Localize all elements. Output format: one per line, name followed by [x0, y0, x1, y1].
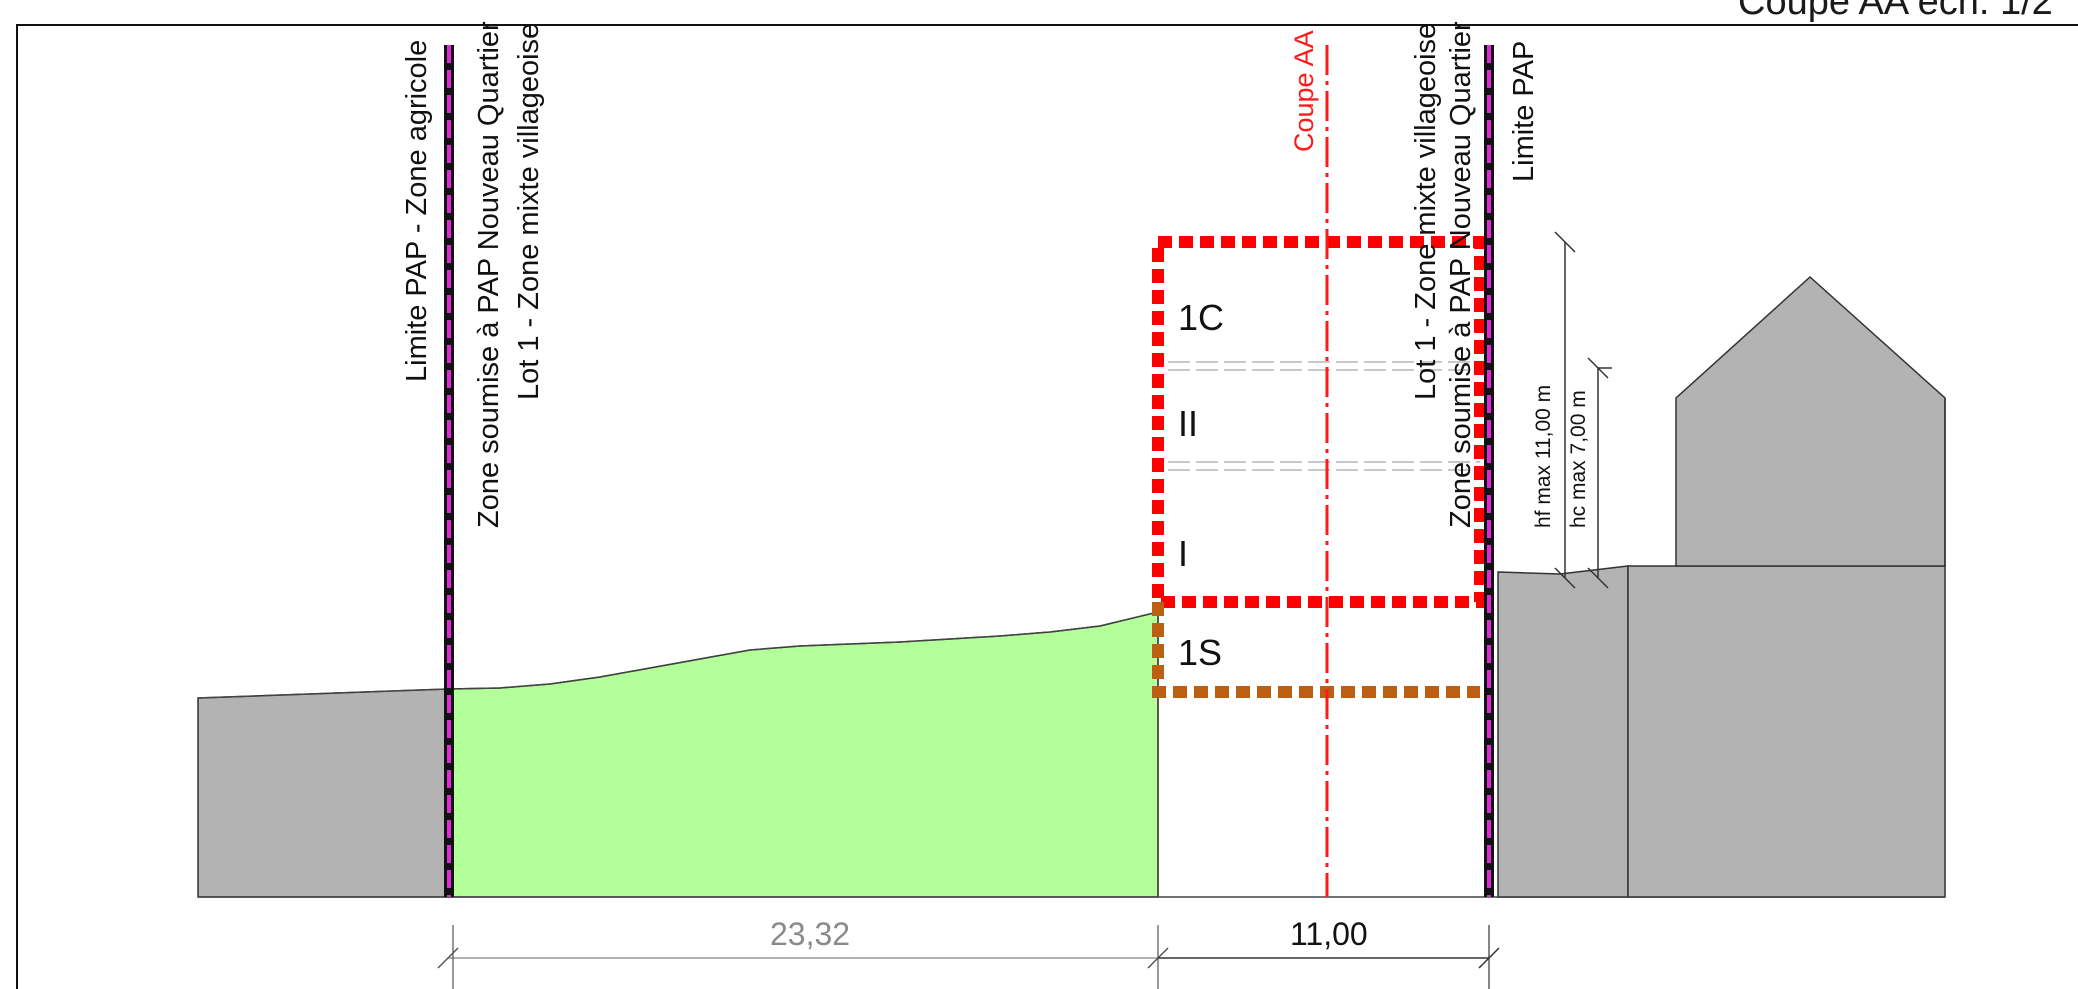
- level-label-basement: 1S: [1178, 632, 1222, 673]
- label-left-zone-line1: Zone soumise à PAP Nouveau Quartier: [473, 21, 505, 528]
- neighbour-house: [1676, 277, 1945, 566]
- garden-width-label: 23,32: [770, 916, 850, 952]
- level-label-attic: 1C: [1178, 297, 1224, 338]
- left-ground-block: [198, 689, 448, 897]
- label-coupe-aa: Coupe AA: [1289, 30, 1319, 152]
- hc-height-label: hc max 7,00 m: [1567, 390, 1590, 528]
- building-width-label: 11,00: [1290, 916, 1368, 952]
- label-right-zone-line2: Zone soumise à PAP Nouveau Quartier: [1445, 21, 1477, 528]
- label-left-zone-line2: Lot 1 - Zone mixte villageoise: [513, 23, 545, 400]
- garden-area: [448, 612, 1158, 897]
- drawing-title: Coupe AA éch. 1/2: [1738, 0, 2053, 23]
- right-ground-block-2: [1628, 566, 1945, 897]
- label-left-limit: Limite PAP - Zone agricole: [401, 40, 433, 382]
- label-right-limit: Limite PAP: [1508, 41, 1540, 182]
- hf-height-label: hf max 11,00 m: [1532, 385, 1555, 528]
- level-label-second: II: [1178, 403, 1198, 444]
- right-ground-block: [1498, 566, 1628, 897]
- level-label-first: I: [1178, 533, 1188, 574]
- label-right-zone-line1: Lot 1 - Zone mixte villageoise: [1410, 23, 1442, 400]
